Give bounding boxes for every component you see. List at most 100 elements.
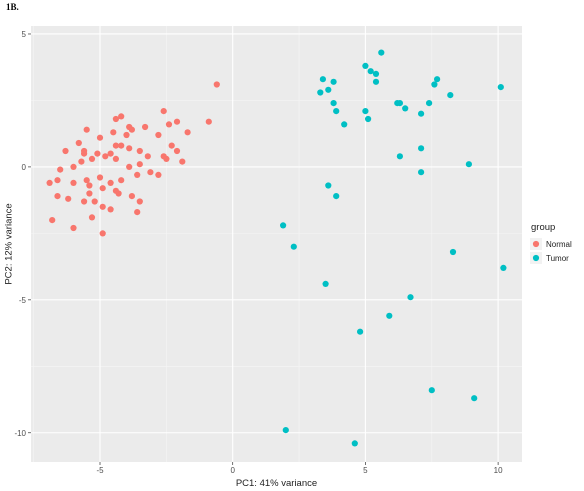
normal-point xyxy=(94,150,101,157)
normal-point xyxy=(83,126,90,133)
normal-point xyxy=(96,174,104,181)
normal-point xyxy=(179,158,186,165)
plot-panel xyxy=(31,26,522,462)
normal-point xyxy=(70,163,77,170)
normal-point xyxy=(88,155,96,162)
normal-point xyxy=(49,217,56,224)
y-tick-label: 0 xyxy=(22,163,27,172)
normal-point xyxy=(128,193,135,200)
normal-point xyxy=(86,182,93,189)
normal-point xyxy=(173,118,181,125)
legend-dot-tumor xyxy=(532,254,540,262)
tumor-point xyxy=(333,108,340,115)
normal-point xyxy=(136,161,143,168)
tumor-point xyxy=(500,264,507,271)
tumor-point xyxy=(402,105,409,112)
normal-point xyxy=(91,198,98,205)
y-axis-ticks: 5 0 -5 -10 xyxy=(14,30,31,438)
normal-point xyxy=(102,153,109,160)
normal-point xyxy=(163,155,170,162)
normal-point xyxy=(128,126,135,133)
normal-point xyxy=(99,230,106,237)
y-tick-label: -10 xyxy=(14,429,26,438)
normal-point xyxy=(81,150,88,157)
x-tick-label: 0 xyxy=(230,466,235,475)
normal-point xyxy=(123,131,130,139)
normal-point xyxy=(70,179,77,186)
normal-point xyxy=(110,129,117,136)
tumor-point xyxy=(449,248,457,256)
normal-point xyxy=(168,142,175,149)
tumor-point xyxy=(471,395,478,402)
normal-point xyxy=(86,190,93,197)
normal-point xyxy=(107,179,114,186)
y-axis-label: PC2: 12% variance xyxy=(4,203,15,284)
x-tick-label: 10 xyxy=(494,466,503,475)
normal-point xyxy=(136,198,143,205)
normal-point xyxy=(155,131,162,139)
normal-point xyxy=(54,177,61,184)
tumor-point xyxy=(367,68,374,75)
normal-point xyxy=(75,139,82,147)
normal-point xyxy=(70,224,77,232)
tumor-point xyxy=(357,328,364,335)
tumor-point xyxy=(362,108,369,115)
legend-label-tumor: Tumor xyxy=(546,254,569,263)
tumor-point xyxy=(280,222,287,229)
normal-point xyxy=(142,123,149,131)
tumor-point xyxy=(282,427,289,434)
tumor-point xyxy=(317,89,324,96)
normal-point xyxy=(126,163,133,170)
tumor-point xyxy=(465,161,472,168)
tumor-point xyxy=(319,76,326,83)
tumor-point xyxy=(434,76,441,83)
normal-point xyxy=(213,81,220,88)
normal-point xyxy=(184,129,191,136)
tumor-point xyxy=(290,243,297,250)
tumor-point xyxy=(341,121,348,128)
x-tick-label: 5 xyxy=(363,466,368,475)
normal-point xyxy=(147,169,154,176)
normal-point xyxy=(155,171,162,178)
tumor-point xyxy=(418,145,425,152)
legend-dot-normal xyxy=(532,240,540,248)
normal-point xyxy=(160,108,167,115)
normal-point xyxy=(107,150,114,157)
tumor-point xyxy=(362,62,369,69)
normal-point xyxy=(62,147,69,155)
normal-point xyxy=(136,147,143,155)
normal-point xyxy=(118,113,125,120)
tumor-point xyxy=(418,110,425,117)
normal-point xyxy=(112,115,119,123)
legend-label-normal: Normal xyxy=(546,240,572,249)
x-tick-label: -5 xyxy=(96,466,104,475)
normal-point xyxy=(173,147,181,155)
normal-point xyxy=(107,206,114,213)
legend-title: group xyxy=(531,222,555,233)
normal-point xyxy=(165,121,173,128)
normal-point xyxy=(83,177,90,184)
normal-point xyxy=(134,209,141,216)
tumor-point xyxy=(351,440,358,447)
tumor-point xyxy=(333,193,340,200)
x-axis-ticks: -5 0 5 10 xyxy=(96,462,503,475)
normal-point xyxy=(118,142,125,149)
normal-point xyxy=(54,193,61,200)
normal-point xyxy=(144,153,151,160)
normal-point xyxy=(81,198,88,205)
legend-items: Normal Tumor xyxy=(530,238,572,264)
tumor-point xyxy=(394,100,401,107)
normal-point xyxy=(57,166,64,173)
figure-label: 1B. xyxy=(6,2,19,12)
tumor-point xyxy=(372,78,380,85)
tumor-point xyxy=(378,49,385,56)
normal-point xyxy=(112,142,119,149)
normal-point xyxy=(112,155,119,162)
y-tick-label: -5 xyxy=(19,296,27,305)
tumor-point xyxy=(447,92,454,99)
tumor-point xyxy=(428,387,435,394)
tumor-point xyxy=(330,78,337,85)
tumor-point xyxy=(325,182,332,189)
normal-point xyxy=(78,158,85,165)
